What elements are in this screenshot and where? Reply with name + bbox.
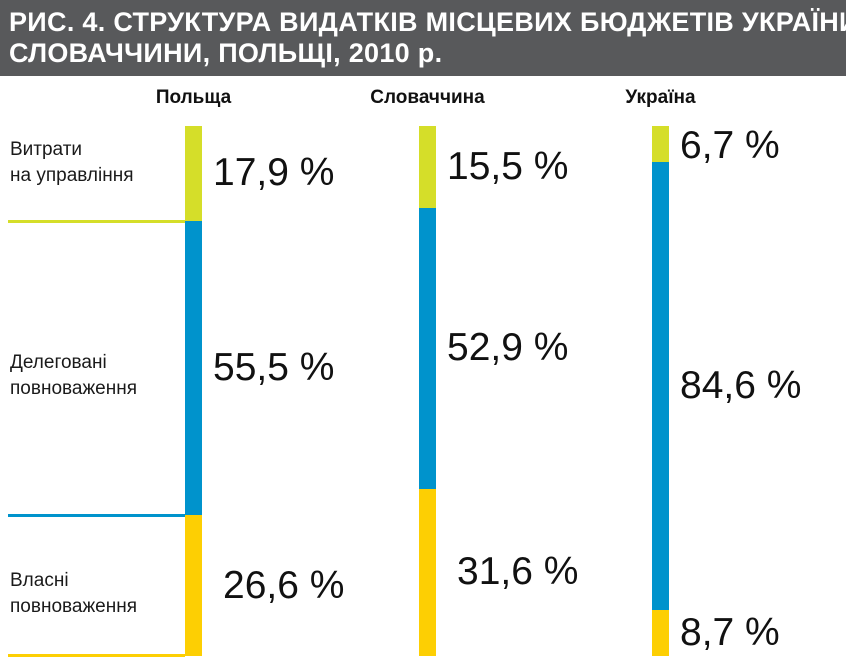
bar-delegated-2	[652, 161, 669, 610]
data-label-own-1: 31,6 %	[457, 550, 579, 594]
bar-own-2	[652, 609, 669, 656]
category-label-2: Україна	[625, 87, 696, 108]
row-label-management: Витрати на управління	[10, 137, 134, 189]
category-label-1: Словаччина	[370, 87, 485, 108]
row-divider-delegated	[8, 514, 185, 518]
data-label-own-0: 26,6 %	[223, 563, 345, 607]
data-label-management-1: 15,5 %	[447, 145, 569, 189]
row-label-own-line-2: повноваження	[10, 596, 138, 617]
data-label-own-2: 8,7 %	[680, 610, 780, 654]
category-label-0: Польща	[155, 87, 232, 108]
chart-title: РИС. 4. СТРУКТУРА ВИДАТКІВ МІСЦЕВИХ БЮДЖ…	[0, 0, 846, 76]
chart-title-line-2: СЛОВАЧЧИНИ, ПОЛЬЩІ, 2010 р.	[9, 38, 443, 68]
data-label-management-2: 6,7 %	[680, 124, 780, 167]
row-label-management-line-1: Витрати	[10, 139, 83, 160]
row-label-delegated: Делеговані повноваження	[10, 350, 137, 402]
bar-delegated-0	[185, 220, 202, 515]
row-label-management-line-2: на управління	[10, 165, 134, 186]
row-label-delegated-line-1: Делеговані	[10, 352, 107, 373]
bar-management-1	[419, 126, 436, 209]
row-divider-own	[8, 654, 185, 657]
bar-own-1	[419, 488, 436, 656]
row-label-delegated-line-2: повноваження	[10, 378, 138, 399]
data-label-delegated-2: 84,6 %	[680, 363, 802, 407]
chart-title-line-1: РИС. 4. СТРУКТУРА ВИДАТКІВ МІСЦЕВИХ БЮДЖ…	[9, 7, 846, 37]
bar-management-0	[185, 126, 202, 221]
row-divider-management	[8, 219, 185, 223]
data-label-delegated-1: 52,9 %	[447, 326, 569, 370]
bar-management-2	[652, 126, 669, 162]
data-label-management-0: 17,9 %	[213, 151, 335, 195]
data-label-delegated-0: 55,5 %	[213, 345, 335, 389]
row-label-own-line-1: Власні	[10, 570, 69, 591]
bar-own-0	[185, 515, 202, 656]
row-label-own: Власні повноваження	[10, 568, 137, 620]
bar-delegated-1	[419, 208, 436, 489]
